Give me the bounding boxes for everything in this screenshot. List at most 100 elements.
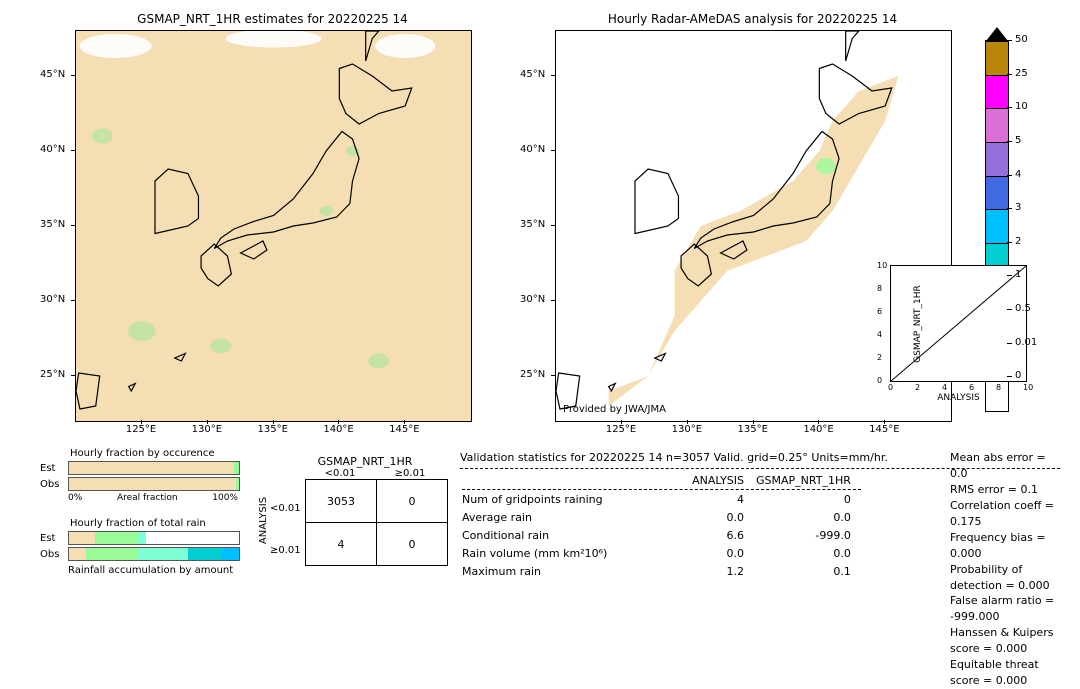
bar-segment (69, 462, 234, 474)
y-tick: 35°N (520, 219, 545, 230)
stats-cell: 0.0 (654, 510, 754, 526)
x-tick: 145°E (869, 424, 899, 435)
y-tick: 45°N (40, 69, 65, 80)
x-tick: 130°E (672, 424, 702, 435)
bar-segment (86, 548, 137, 560)
bar-axis-label: Areal fraction (117, 493, 178, 503)
x-tick: 140°E (323, 424, 353, 435)
colorbar-segment (986, 142, 1008, 176)
x-tick: 135°E (738, 424, 768, 435)
y-tick: 40°N (40, 144, 65, 155)
stats-metric: Mean abs error = 0.0 (950, 450, 1060, 482)
matrix-row-header: <0.01 (270, 503, 301, 514)
stats-metric: Frequency bias = 0.000 (950, 530, 1060, 562)
bar-segment (234, 462, 239, 474)
bar-row: Est (40, 531, 240, 545)
x-tick: 140°E (803, 424, 833, 435)
x-tick: 130°E (192, 424, 222, 435)
colorbar-tick: 50 (1015, 34, 1028, 45)
matrix-title: GSMAP_NRT_1HR (275, 455, 455, 468)
stats-col-header: ANALYSIS (654, 473, 754, 490)
stats-metric: False alarm ratio = -999.000 (950, 593, 1060, 625)
bar-row-label: Obs (40, 549, 68, 560)
matrix-cell: 0 (377, 480, 448, 523)
bar-row: Est (40, 461, 240, 475)
stats-cell: Average rain (462, 510, 652, 526)
bar-segment (137, 548, 188, 560)
stats-metric: Equitable threat score = 0.000 (950, 657, 1060, 689)
stats-col-header: GSMAP_NRT_1HR (756, 473, 861, 490)
colorbar-tick: 1 (1015, 269, 1021, 280)
bar-segment (188, 548, 222, 560)
stats-cell: 0 (756, 492, 861, 508)
matrix-cell: 4 (306, 523, 377, 566)
map-attribution: Provided by JWA/JMA (563, 404, 666, 415)
bar-row-label: Obs (40, 479, 68, 490)
validation-stats: Validation statistics for 20220225 14 n=… (460, 450, 1060, 582)
bar-segment (236, 478, 239, 490)
bar-row-label: Est (40, 463, 68, 474)
colorbar-tick: 0.01 (1015, 337, 1037, 348)
colorbar-segment (986, 209, 1008, 243)
y-tick: 35°N (40, 219, 65, 230)
bar-axis-label: 0% (68, 493, 82, 503)
stats-cell: 1.2 (654, 564, 754, 580)
matrix-row-label: ANALYSIS (258, 497, 269, 544)
y-tick: 30°N (520, 294, 545, 305)
bar-segment (222, 548, 239, 560)
colorbar-segment (986, 41, 1008, 75)
left-map-title: GSMAP_NRT_1HR estimates for 20220225 14 (75, 12, 470, 26)
left-map (75, 30, 472, 422)
colorbar-segment (986, 75, 1008, 109)
colorbar-tick: 10 (1015, 101, 1028, 112)
colorbar-tick: 5 (1015, 135, 1021, 146)
scatter-inset: GSMAP_NRT_1HRANALYSIS00224466881010 (890, 265, 1027, 382)
stats-cell: Maximum rain (462, 564, 652, 580)
matrix-col-header: ≥0.01 (375, 468, 445, 479)
stats-cell: 0.1 (756, 564, 861, 580)
matrix-cell: 3053 (306, 480, 377, 523)
right-map-title: Hourly Radar-AMeDAS analysis for 2022022… (555, 12, 950, 26)
contingency-matrix: GSMAP_NRT_1HR<0.01≥0.013053040ANALYSIS<0… (265, 455, 455, 479)
matrix-row-header: ≥0.01 (270, 545, 301, 556)
y-tick: 40°N (520, 144, 545, 155)
stats-cell: Conditional rain (462, 528, 652, 544)
x-tick: 125°E (606, 424, 636, 435)
bar-row: Obs (40, 477, 240, 491)
colorbar-tick: 2 (1015, 236, 1021, 247)
rain-fraction-bar-chart: Hourly fraction of total rainEstObsRainf… (40, 520, 240, 576)
stats-metric: Hanssen & Kuipers score = 0.000 (950, 625, 1060, 657)
colorbar-segment (986, 108, 1008, 142)
x-tick: 125°E (126, 424, 156, 435)
colorbar-segment (986, 176, 1008, 210)
colorbar-tick: 0 (1015, 370, 1021, 381)
colorbar-overflow-icon (986, 27, 1008, 41)
x-tick: 145°E (389, 424, 419, 435)
stats-cell: 4 (654, 492, 754, 508)
stats-cell: 0.0 (654, 546, 754, 562)
occurrence-bar-chart: Hourly fraction by occurenceEstObs0%Area… (40, 450, 240, 503)
x-tick: 135°E (258, 424, 288, 435)
stats-cell: -999.0 (756, 528, 861, 544)
stats-cell: Num of gridpoints raining (462, 492, 652, 508)
bar-title: Hourly fraction by occurence (70, 448, 270, 459)
matrix-cell: 0 (377, 523, 448, 566)
y-tick: 25°N (520, 369, 545, 380)
colorbar-tick: 0.5 (1015, 303, 1031, 314)
bar-segment (69, 532, 95, 544)
stats-metric: RMS error = 0.1 (950, 482, 1060, 498)
stats-metric: Probability of detection = 0.000 (950, 562, 1060, 594)
bar-axis-label: 100% (212, 493, 238, 503)
y-tick: 25°N (40, 369, 65, 380)
stats-cell: Rain volume (mm km²10⁶) (462, 546, 652, 562)
bar-title: Hourly fraction of total rain (70, 518, 270, 529)
matrix-col-header: <0.01 (305, 468, 375, 479)
colorbar-tick: 4 (1015, 169, 1021, 180)
stats-cell: 0.0 (756, 546, 861, 562)
y-tick: 45°N (520, 69, 545, 80)
bar-segment (95, 532, 138, 544)
stats-cell: 0.0 (756, 510, 861, 526)
inset-xlabel: ANALYSIS (891, 393, 1026, 403)
bar-segment (69, 478, 236, 490)
bar-footer: Rainfall accumulation by amount (68, 565, 240, 576)
